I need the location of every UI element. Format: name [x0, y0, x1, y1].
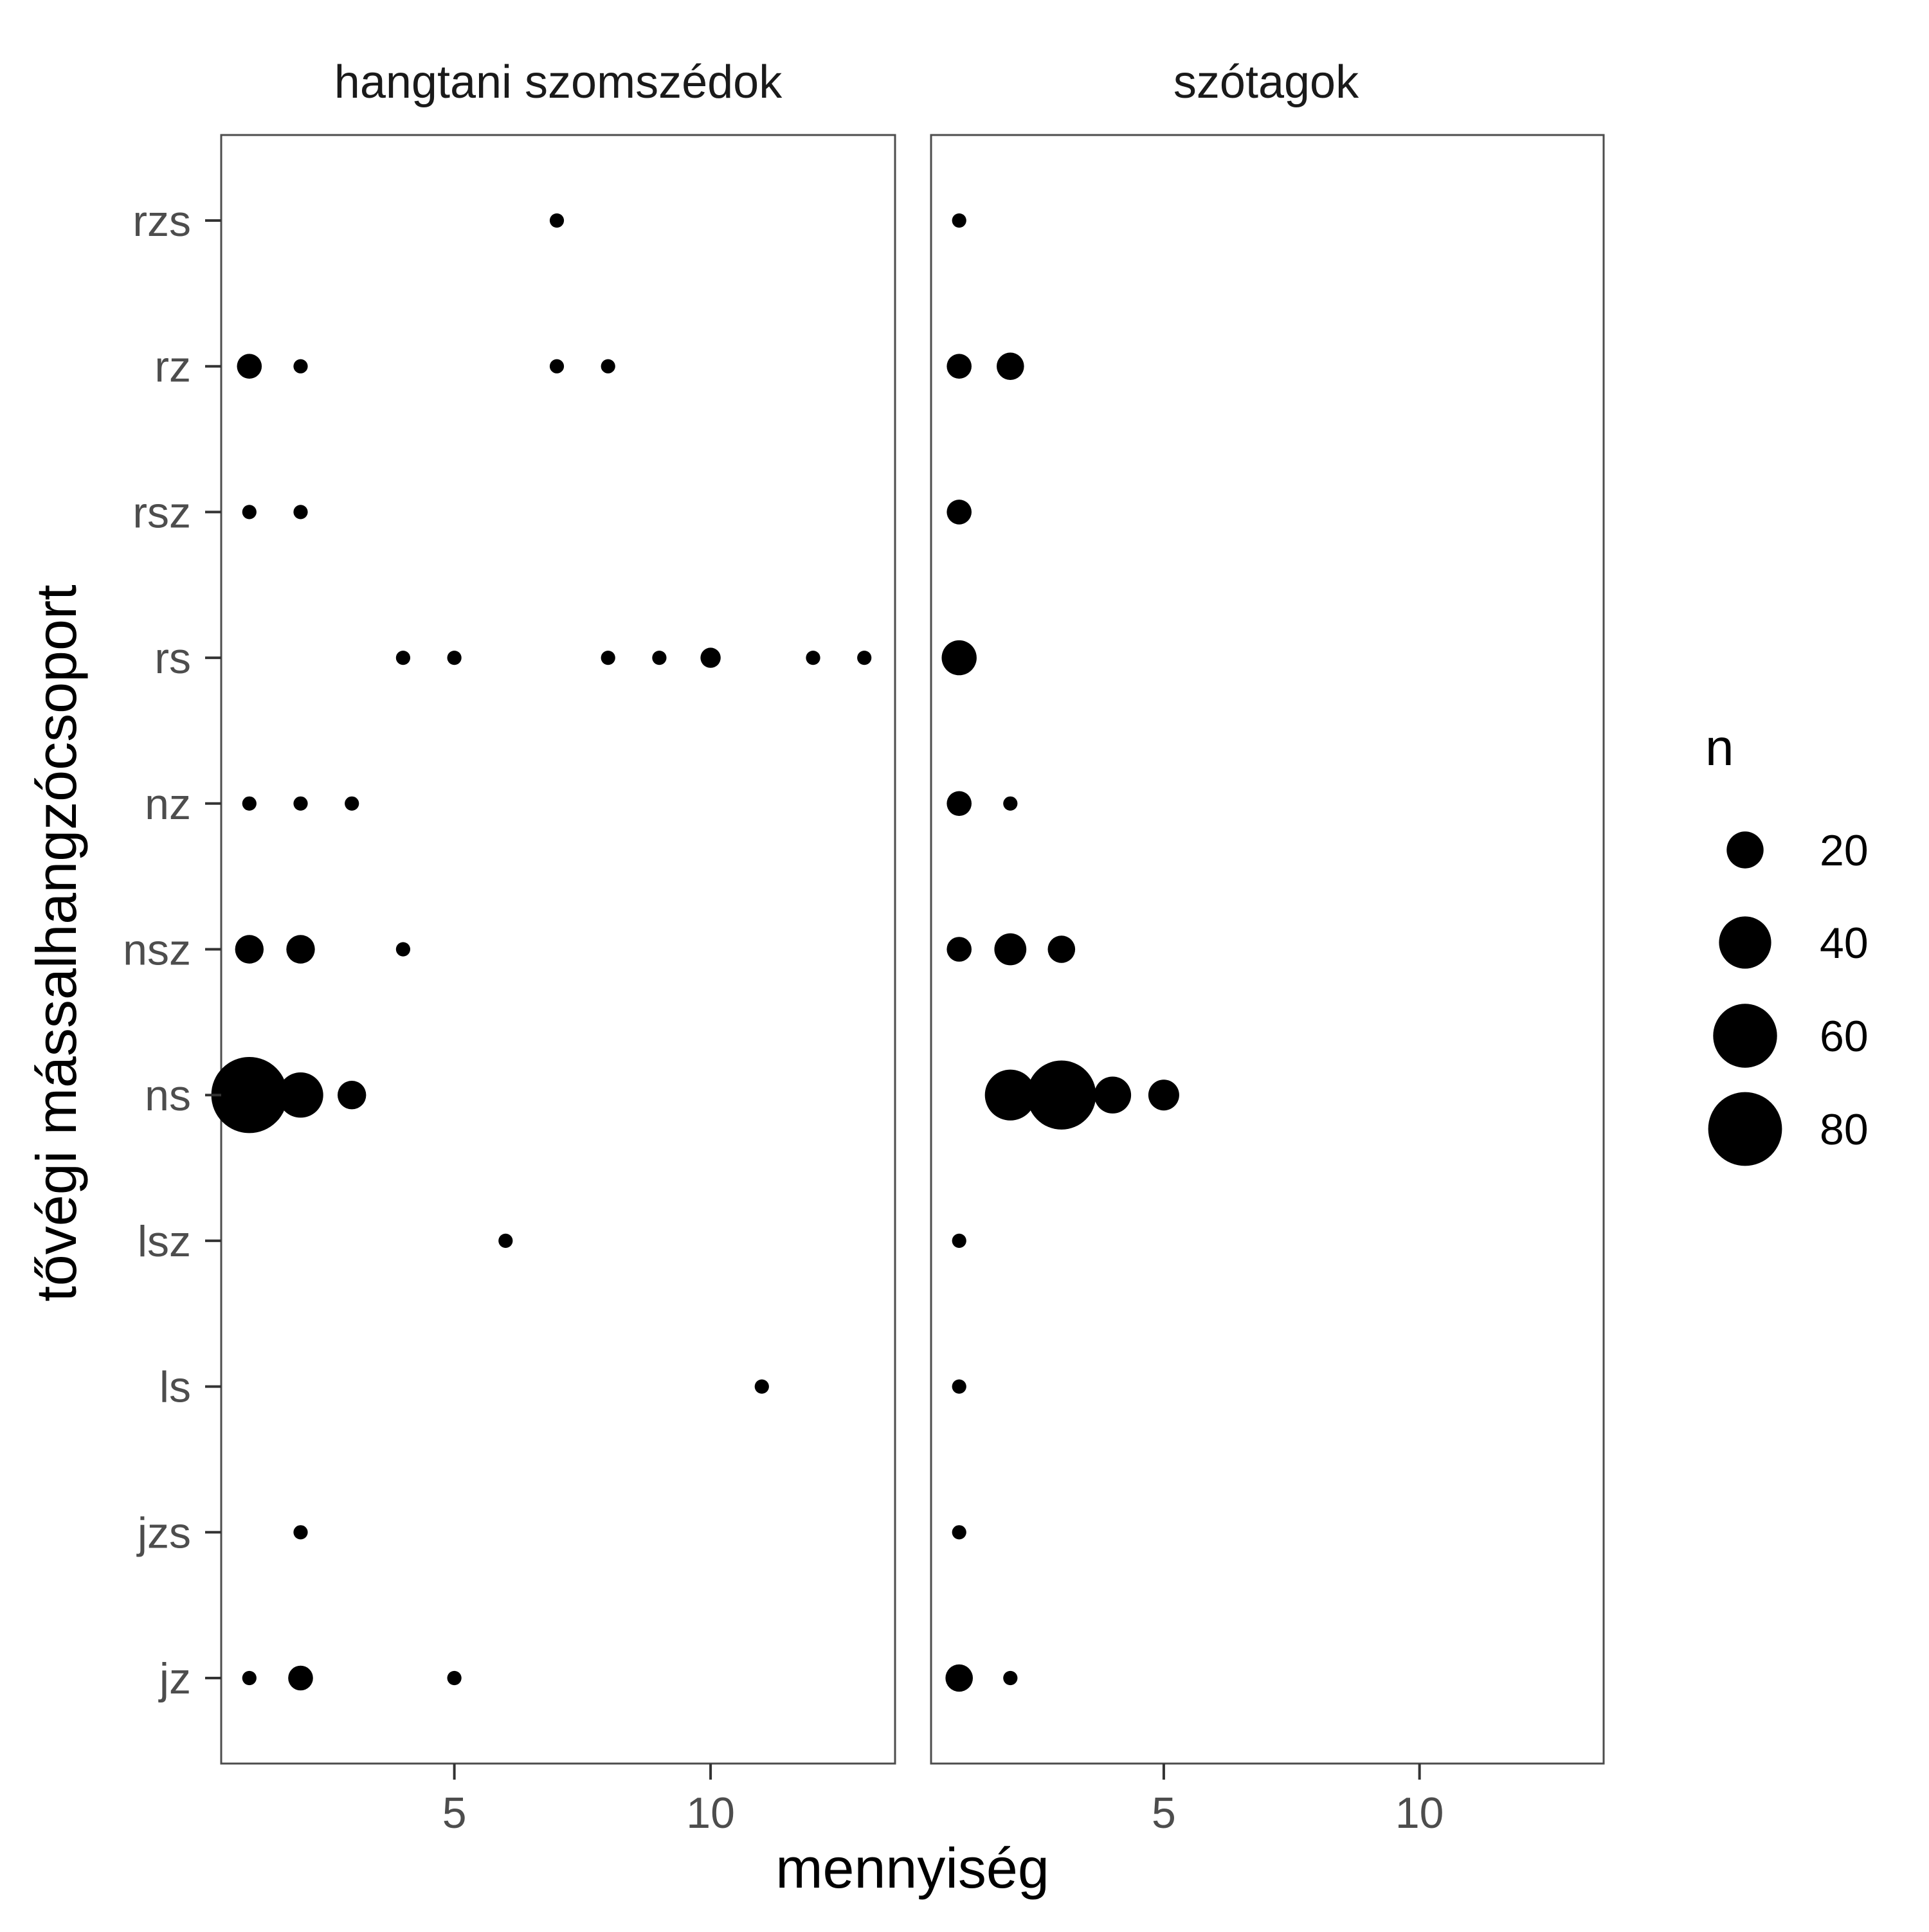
point-nsz-x1	[235, 935, 264, 964]
size-legend: n 20 40 60 80	[1705, 719, 1869, 1166]
point-ls-x1	[952, 1379, 966, 1394]
point-jzs-x1	[952, 1525, 966, 1540]
point-nsz-x2	[286, 935, 315, 964]
legend-label-20: 20	[1820, 826, 1869, 875]
point-nsz-x3	[1047, 935, 1076, 963]
panel-szotagok	[930, 134, 1605, 1765]
panel-hangtani-szomszedok	[211, 134, 896, 1765]
point-rs-x9	[652, 651, 667, 665]
y-tick-label-ns: ns	[145, 1071, 191, 1120]
legend-label-40: 40	[1820, 919, 1869, 968]
point-rz-x1	[237, 354, 262, 379]
y-tick-label-rz: rz	[154, 343, 191, 392]
legend-label-80: 80	[1820, 1105, 1869, 1154]
facet-strips: hangtani szomszédok szótagok	[334, 57, 1359, 108]
point-ns-x4	[1094, 1076, 1132, 1114]
point-rsz-x2	[293, 505, 308, 519]
y-tick-label-rzs: rzs	[132, 197, 191, 246]
point-nz-x1	[946, 791, 972, 817]
point-ns-x1	[211, 1057, 287, 1133]
point-rs-x5	[447, 651, 462, 665]
panel-border	[220, 134, 896, 1765]
point-rs-x4	[395, 651, 411, 665]
point-rsz-x1	[242, 505, 257, 519]
y-tick-label-nz: nz	[145, 780, 191, 829]
x-tick-label-p1-10: 10	[1395, 1789, 1444, 1837]
y-tick-label-lsz: lsz	[138, 1217, 191, 1266]
point-jzs-x2	[293, 1525, 308, 1540]
point-ns-x2	[984, 1069, 1036, 1121]
point-nsz-x4	[395, 942, 411, 957]
facet-strip-label-hangtani-szomszedok: hangtani szomszédok	[334, 57, 783, 108]
point-nsz-x1	[946, 937, 972, 962]
point-nz-x2	[1003, 796, 1018, 811]
legend-key-80	[1708, 1092, 1782, 1166]
x-tick-label-p0-10: 10	[686, 1789, 735, 1837]
point-nz-x2	[293, 796, 308, 811]
point-rz-x8	[601, 359, 615, 374]
point-rzs-x7	[549, 213, 565, 228]
point-ns-x2	[278, 1072, 323, 1118]
legend-title: n	[1705, 719, 1734, 776]
point-ns-x5	[1148, 1079, 1179, 1111]
x-tick-label-p0-5: 5	[442, 1789, 467, 1837]
point-lsz-x1	[952, 1233, 966, 1248]
point-rs-x8	[601, 651, 615, 665]
point-rsz-x1	[946, 500, 972, 525]
point-ns-x3	[338, 1081, 367, 1110]
legend-label-60: 60	[1820, 1012, 1869, 1061]
y-tick-label-ls: ls	[159, 1363, 191, 1412]
point-rs-x13	[857, 651, 872, 665]
point-rz-x2	[997, 352, 1024, 380]
x-tick-label-p1-5: 5	[1152, 1789, 1176, 1837]
point-rzs-x1	[952, 213, 966, 228]
point-nsz-x2	[994, 933, 1027, 966]
legend-key-20	[1726, 831, 1764, 869]
point-ls-x11	[754, 1379, 769, 1394]
point-lsz-x6	[498, 1233, 513, 1248]
y-tick-label-rs: rs	[154, 634, 191, 683]
legend-key-60	[1713, 1004, 1777, 1068]
y-tick-label-jzs: jzs	[136, 1508, 191, 1557]
point-jz-x2	[1003, 1670, 1018, 1686]
y-axis: jz jzs ls lsz ns nsz nz rs rsz rz rzs	[123, 197, 221, 1703]
point-rz-x7	[549, 359, 565, 374]
x-axis-title: mennyiség	[775, 1836, 1049, 1900]
y-axis-title: tővégi mássalhangzócsoport	[24, 584, 88, 1301]
point-jz-x5	[447, 1670, 462, 1686]
panels	[211, 134, 1605, 1765]
y-tick-label-jz: jz	[158, 1654, 191, 1703]
point-ns-x3	[1027, 1060, 1096, 1130]
y-tick-label-nsz: nsz	[123, 926, 191, 975]
point-nz-x3	[345, 796, 359, 811]
panel-border	[930, 134, 1605, 1765]
y-tick-label-rsz: rsz	[132, 488, 191, 537]
point-rs-x10	[700, 647, 721, 668]
point-rs-x12	[806, 651, 820, 665]
point-jz-x1	[945, 1664, 973, 1692]
point-jz-x2	[288, 1665, 313, 1691]
point-jz-x1	[242, 1670, 257, 1686]
point-rz-x2	[293, 359, 308, 374]
point-nz-x1	[242, 796, 257, 811]
facet-strip-label-szotagok: szótagok	[1173, 57, 1359, 108]
point-rs-x1	[941, 640, 977, 676]
x-axis: 5 10 5 10	[442, 1764, 1444, 1837]
point-rz-x1	[946, 354, 972, 379]
legend-key-40	[1719, 916, 1771, 969]
